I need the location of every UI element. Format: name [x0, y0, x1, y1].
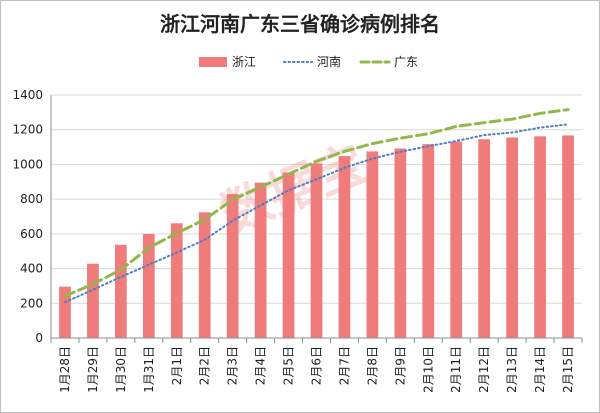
line-series-layer — [63, 108, 570, 304]
legend-label-河南: 河南 — [317, 54, 341, 69]
x-tick-label: 1月29日 — [86, 346, 100, 393]
x-tick-label: 2月9日 — [393, 346, 407, 385]
y-tick-label: 0 — [35, 331, 43, 345]
legend: 浙江 河南 广东 — [199, 54, 418, 69]
x-tick-label: 2月1日 — [170, 346, 184, 385]
y-tick-label: 200 — [20, 296, 43, 310]
legend-item-浙江: 浙江 — [199, 55, 256, 69]
line-series-广东 — [63, 108, 570, 298]
x-tick-label: 2月3日 — [226, 346, 240, 385]
bar-浙江-2月6日 — [310, 163, 323, 338]
legend-label-浙江: 浙江 — [232, 55, 256, 69]
legend-label-广东: 广东 — [394, 55, 418, 69]
x-tick-label: 2月6日 — [310, 346, 324, 385]
y-tick-label: 1400 — [12, 88, 43, 102]
bar-浙江-2月12日 — [478, 139, 491, 338]
x-tick-label: 2月4日 — [254, 346, 268, 385]
x-axis-ticks: 1月28日 1月29日 1月30日 1月31日 2月1日 2月2日 2月3日 2月4日 2月5日… — [58, 346, 575, 393]
x-tick-label: 2月13日 — [505, 346, 519, 393]
x-tick-label: 2月8日 — [365, 346, 379, 385]
chart-title: 浙江河南广东三省确诊病例排名 — [160, 12, 440, 36]
x-tick-label: 1月30日 — [114, 346, 128, 393]
x-tick-label: 2月12日 — [477, 346, 491, 393]
bar-浙江-1月31日 — [142, 234, 155, 338]
x-tick-label: 2月5日 — [282, 346, 296, 385]
y-tick-label: 600 — [20, 227, 43, 241]
x-tick-label: 1月28日 — [58, 346, 72, 393]
bar-浙江-2月5日 — [282, 172, 295, 338]
x-tick-label: 2月10日 — [421, 346, 435, 393]
bar-浙江-1月29日 — [87, 263, 99, 338]
y-tick-label: 1000 — [12, 157, 43, 171]
bar-浙江-2月4日 — [254, 182, 267, 338]
bar-浙江-2月8日 — [366, 151, 379, 338]
legend-item-河南: 河南 — [283, 54, 341, 69]
bar-浙江-2月2日 — [198, 212, 211, 338]
x-tick-label: 2月7日 — [337, 346, 351, 385]
bar-浙江-2月13日 — [506, 137, 519, 338]
y-tick-label: 800 — [20, 192, 43, 206]
legend-item-广东: 广东 — [359, 55, 418, 69]
bar-浙江-1月30日 — [114, 244, 127, 338]
bar-series-layer — [59, 135, 574, 338]
bar-浙江-2月11日 — [450, 141, 463, 338]
bar-浙江-2月9日 — [394, 148, 407, 338]
axes — [50, 95, 583, 343]
x-tick-label: 2月11日 — [449, 346, 463, 393]
y-tick-label: 400 — [20, 262, 43, 276]
y-tick-label: 1200 — [12, 123, 43, 137]
bar-浙江-2月10日 — [422, 144, 435, 338]
bar-浙江-2月7日 — [338, 156, 351, 338]
line-series-河南 — [63, 123, 570, 304]
x-tick-label: 2月15日 — [561, 346, 575, 393]
bar-浙江-2月14日 — [534, 136, 546, 338]
legend-swatch-浙江 — [199, 57, 227, 67]
x-tick-label: 1月31日 — [142, 346, 156, 393]
bar-浙江-2月1日 — [170, 223, 183, 338]
x-tick-label: 2月2日 — [198, 346, 212, 385]
bar-浙江-1月28日 — [59, 286, 71, 338]
x-tick-label: 2月14日 — [533, 346, 547, 393]
bar-浙江-2月15日 — [562, 135, 574, 338]
y-axis-ticks: 0 200 400 600 800 1000 1200 1400 — [12, 88, 43, 345]
bar-浙江-2月3日 — [226, 194, 239, 338]
